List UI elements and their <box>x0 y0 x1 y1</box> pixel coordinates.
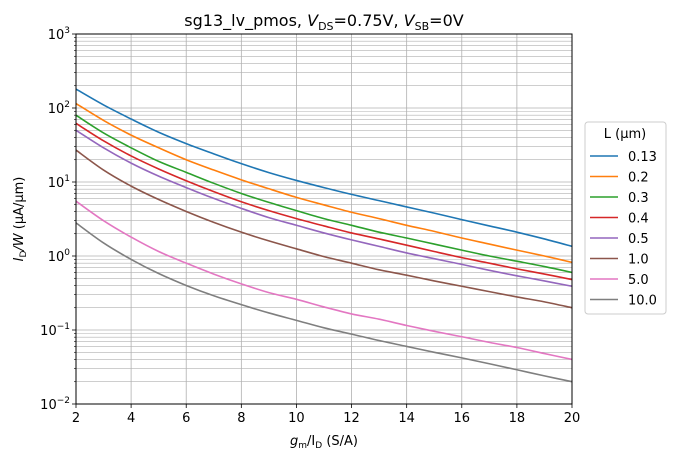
y-axis-label: ID/W (µA/µm) <box>12 177 29 262</box>
y-tick-label: 102 <box>48 100 70 117</box>
series-lines <box>75 88 573 383</box>
x-label-i-sub: D <box>315 441 322 451</box>
series-line-0.5 <box>75 129 573 288</box>
x-tick-label: 12 <box>343 411 360 426</box>
x-tick-label: 4 <box>127 411 135 426</box>
y-tick-label: 101 <box>48 174 70 191</box>
series-line-0.13 <box>75 88 573 248</box>
chart-title-v2-val: =0V <box>429 11 464 30</box>
legend: L (µm) 0.13 0.2 0.3 0.4 0.5 1.0 5.0 10.0 <box>584 121 667 315</box>
legend-label: 5.0 <box>628 273 649 288</box>
y-label-i: I <box>12 257 27 261</box>
legend-label: 0.2 <box>628 171 649 186</box>
x-axis-label: gm/ID (S/A) <box>290 434 358 451</box>
x-tick-label: 20 <box>564 411 581 426</box>
chart-title-v1-sub: DS <box>318 20 333 33</box>
legend-title: L (µm) <box>604 127 646 142</box>
y-tick-label: 10−2 <box>40 396 70 413</box>
x-label-unit: (S/A) <box>322 434 358 449</box>
chart-title-v1: V <box>307 11 319 30</box>
legend-label: 0.4 <box>628 212 649 227</box>
series-line-0.4 <box>75 122 573 281</box>
chart-title-v2: V <box>404 11 416 30</box>
chart-title-v1-val: =0.75V, <box>334 11 404 30</box>
y-tick-label: 100 <box>48 248 71 265</box>
x-tick-label: 14 <box>398 411 415 426</box>
series-line-5.0 <box>75 200 573 361</box>
y-tick-label: 10−1 <box>40 322 70 339</box>
axis-ticks: 2 4 6 8 10 12 14 16 18 20 10−2 10−1 100 101 102 103 <box>40 26 580 426</box>
plot-frame <box>75 33 573 405</box>
x-tick-label: 10 <box>288 411 305 426</box>
x-label-g-sub: m <box>298 441 307 451</box>
series-line-1.0 <box>75 149 573 309</box>
y-label-unit: (µA/µm) <box>12 177 27 234</box>
y-label-i-sub: D <box>19 251 29 258</box>
series-line-10.0 <box>75 222 573 383</box>
y-tick-label: 103 <box>48 26 70 43</box>
chart-title: sg13_lv_pmos, VDS=0.75V, VSB=0V <box>184 11 463 33</box>
legend-label: 1.0 <box>628 253 649 268</box>
x-tick-label: 8 <box>237 411 245 426</box>
series-line-0.3 <box>75 114 573 274</box>
x-tick-label: 6 <box>182 411 190 426</box>
x-tick-label: 18 <box>509 411 526 426</box>
x-tick-label: 2 <box>72 411 80 426</box>
x-label-g: g <box>290 434 298 449</box>
chart-title-v2-sub: SB <box>415 20 430 33</box>
legend-frame <box>584 121 667 315</box>
legend-label: 10.0 <box>628 294 657 309</box>
legend-label: 0.3 <box>628 191 649 206</box>
x-tick-label: 16 <box>454 411 471 426</box>
x-label-slash: /I <box>307 434 315 449</box>
legend-label: 0.13 <box>628 150 657 165</box>
chart-title-prefix: sg13_lv_pmos, <box>184 11 307 31</box>
legend-label: 0.5 <box>628 232 649 247</box>
series-line-0.2 <box>75 102 573 264</box>
legend-items: 0.13 0.2 0.3 0.4 0.5 1.0 5.0 10.0 <box>590 150 657 309</box>
y-label-w: /W <box>12 232 27 251</box>
